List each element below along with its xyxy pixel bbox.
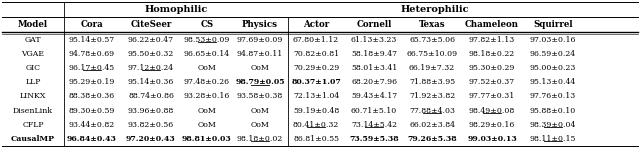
Text: 61.13±3.23: 61.13±3.23 <box>351 36 397 44</box>
Text: DisenLink: DisenLink <box>13 107 53 115</box>
Text: 93.82±0.56: 93.82±0.56 <box>128 121 174 129</box>
Text: Homophilic: Homophilic <box>145 5 207 14</box>
Text: 95.14±0.57: 95.14±0.57 <box>69 36 115 44</box>
Text: 98.79±0.05: 98.79±0.05 <box>235 78 285 86</box>
Text: 71.88±3.95: 71.88±3.95 <box>409 78 455 86</box>
Text: 71.92±3.82: 71.92±3.82 <box>409 92 455 100</box>
Text: Actor: Actor <box>303 20 329 29</box>
Text: Model: Model <box>18 20 48 29</box>
Text: 95.50±0.32: 95.50±0.32 <box>128 50 174 58</box>
Text: 59.43±4.17: 59.43±4.17 <box>351 92 397 100</box>
Text: OoM: OoM <box>251 121 269 129</box>
Text: CausalMP: CausalMP <box>11 135 55 143</box>
Text: CS: CS <box>200 20 214 29</box>
Text: 98.11±0.15: 98.11±0.15 <box>530 135 576 143</box>
Text: 95.14±0.36: 95.14±0.36 <box>128 78 174 86</box>
Text: 94.78±0.69: 94.78±0.69 <box>69 50 115 58</box>
Text: 95.29±0.19: 95.29±0.19 <box>69 78 115 86</box>
Text: 58.01±3.41: 58.01±3.41 <box>351 64 397 72</box>
Text: OoM: OoM <box>198 107 216 115</box>
Text: 88.74±0.86: 88.74±0.86 <box>128 92 174 100</box>
Text: LINKX: LINKX <box>20 92 46 100</box>
Text: 93.44±0.82: 93.44±0.82 <box>69 121 115 129</box>
Text: Cornell: Cornell <box>356 20 392 29</box>
Text: Chameleon: Chameleon <box>465 20 519 29</box>
Text: 79.26±5.38: 79.26±5.38 <box>407 135 457 143</box>
Text: 88.38±0.36: 88.38±0.36 <box>69 92 115 100</box>
Text: 66.02±3.84: 66.02±3.84 <box>409 121 455 129</box>
Text: 60.71±5.10: 60.71±5.10 <box>351 107 397 115</box>
Text: Squirrel: Squirrel <box>533 20 573 29</box>
Text: 95.88±0.10: 95.88±0.10 <box>530 107 576 115</box>
Text: 98.49±0.08: 98.49±0.08 <box>469 107 515 115</box>
Text: 97.82±1.13: 97.82±1.13 <box>469 36 515 44</box>
Text: OoM: OoM <box>251 107 269 115</box>
Text: 96.59±0.24: 96.59±0.24 <box>530 50 576 58</box>
Text: 95.00±0.23: 95.00±0.23 <box>530 64 576 72</box>
Text: CiteSeer: CiteSeer <box>131 20 172 29</box>
Text: 66.19±7.32: 66.19±7.32 <box>409 64 455 72</box>
Text: 95.13±0.44: 95.13±0.44 <box>530 78 576 86</box>
Text: 59.19±0.48: 59.19±0.48 <box>293 107 339 115</box>
Text: Physics: Physics <box>242 20 278 29</box>
Text: 98.18±0.02: 98.18±0.02 <box>237 135 283 143</box>
Text: 96.22±0.47: 96.22±0.47 <box>128 36 174 44</box>
Text: 97.76±0.13: 97.76±0.13 <box>530 92 576 100</box>
Text: 98.39±0.04: 98.39±0.04 <box>530 121 576 129</box>
Text: 97.77±0.31: 97.77±0.31 <box>469 92 515 100</box>
Text: 58.18±9.47: 58.18±9.47 <box>351 50 397 58</box>
Text: 94.87±0.11: 94.87±0.11 <box>237 50 283 58</box>
Text: 99.03±0.13: 99.03±0.13 <box>467 135 517 143</box>
Text: 96.17±0.45: 96.17±0.45 <box>69 64 115 72</box>
Text: 70.29±0.29: 70.29±0.29 <box>293 64 339 72</box>
Text: Heterophilic: Heterophilic <box>401 5 469 14</box>
Text: 96.84±0.43: 96.84±0.43 <box>67 135 117 143</box>
Text: 93.96±0.88: 93.96±0.88 <box>128 107 174 115</box>
Text: Texas: Texas <box>419 20 445 29</box>
Text: 97.12±0.24: 97.12±0.24 <box>128 64 174 72</box>
Text: 93.28±0.16: 93.28±0.16 <box>184 92 230 100</box>
Text: GIC: GIC <box>26 64 40 72</box>
Text: 65.73±5.06: 65.73±5.06 <box>409 36 455 44</box>
Text: 70.82±0.81: 70.82±0.81 <box>293 50 339 58</box>
Text: 97.48±0.26: 97.48±0.26 <box>184 78 230 86</box>
Text: 72.13±1.04: 72.13±1.04 <box>293 92 339 100</box>
Text: 95.30±0.29: 95.30±0.29 <box>469 64 515 72</box>
Text: 66.75±10.09: 66.75±10.09 <box>406 50 458 58</box>
Text: 80.41±0.32: 80.41±0.32 <box>293 121 339 129</box>
Text: 77.88±4.03: 77.88±4.03 <box>409 107 455 115</box>
Text: 68.20±7.96: 68.20±7.96 <box>351 78 397 86</box>
Text: 67.80±1.12: 67.80±1.12 <box>293 36 339 44</box>
Text: GAT: GAT <box>25 36 42 44</box>
Text: 73.14±5.42: 73.14±5.42 <box>351 121 397 129</box>
Text: 89.30±0.59: 89.30±0.59 <box>69 107 115 115</box>
Text: 97.03±0.16: 97.03±0.16 <box>530 36 576 44</box>
Text: OoM: OoM <box>251 64 269 72</box>
Text: 96.65±0.14: 96.65±0.14 <box>184 50 230 58</box>
Text: 97.52±0.37: 97.52±0.37 <box>469 78 515 86</box>
Text: Cora: Cora <box>81 20 104 29</box>
Text: LLP: LLP <box>26 78 41 86</box>
Text: 98.29±0.16: 98.29±0.16 <box>469 121 515 129</box>
Text: OoM: OoM <box>198 64 216 72</box>
Text: 98.81±0.03: 98.81±0.03 <box>182 135 232 143</box>
Text: OoM: OoM <box>198 121 216 129</box>
Text: 73.59±5.38: 73.59±5.38 <box>349 135 399 143</box>
Text: 80.37±1.07: 80.37±1.07 <box>291 78 341 86</box>
Text: CFLP: CFLP <box>22 121 44 129</box>
Text: 93.58±0.38: 93.58±0.38 <box>237 92 283 100</box>
Text: 98.18±0.22: 98.18±0.22 <box>469 50 515 58</box>
Text: 97.69±0.09: 97.69±0.09 <box>237 36 283 44</box>
Text: 97.20±0.43: 97.20±0.43 <box>126 135 176 143</box>
Text: 86.81±0.55: 86.81±0.55 <box>293 135 339 143</box>
Text: VGAE: VGAE <box>22 50 45 58</box>
Text: 98.53±0.09: 98.53±0.09 <box>184 36 230 44</box>
